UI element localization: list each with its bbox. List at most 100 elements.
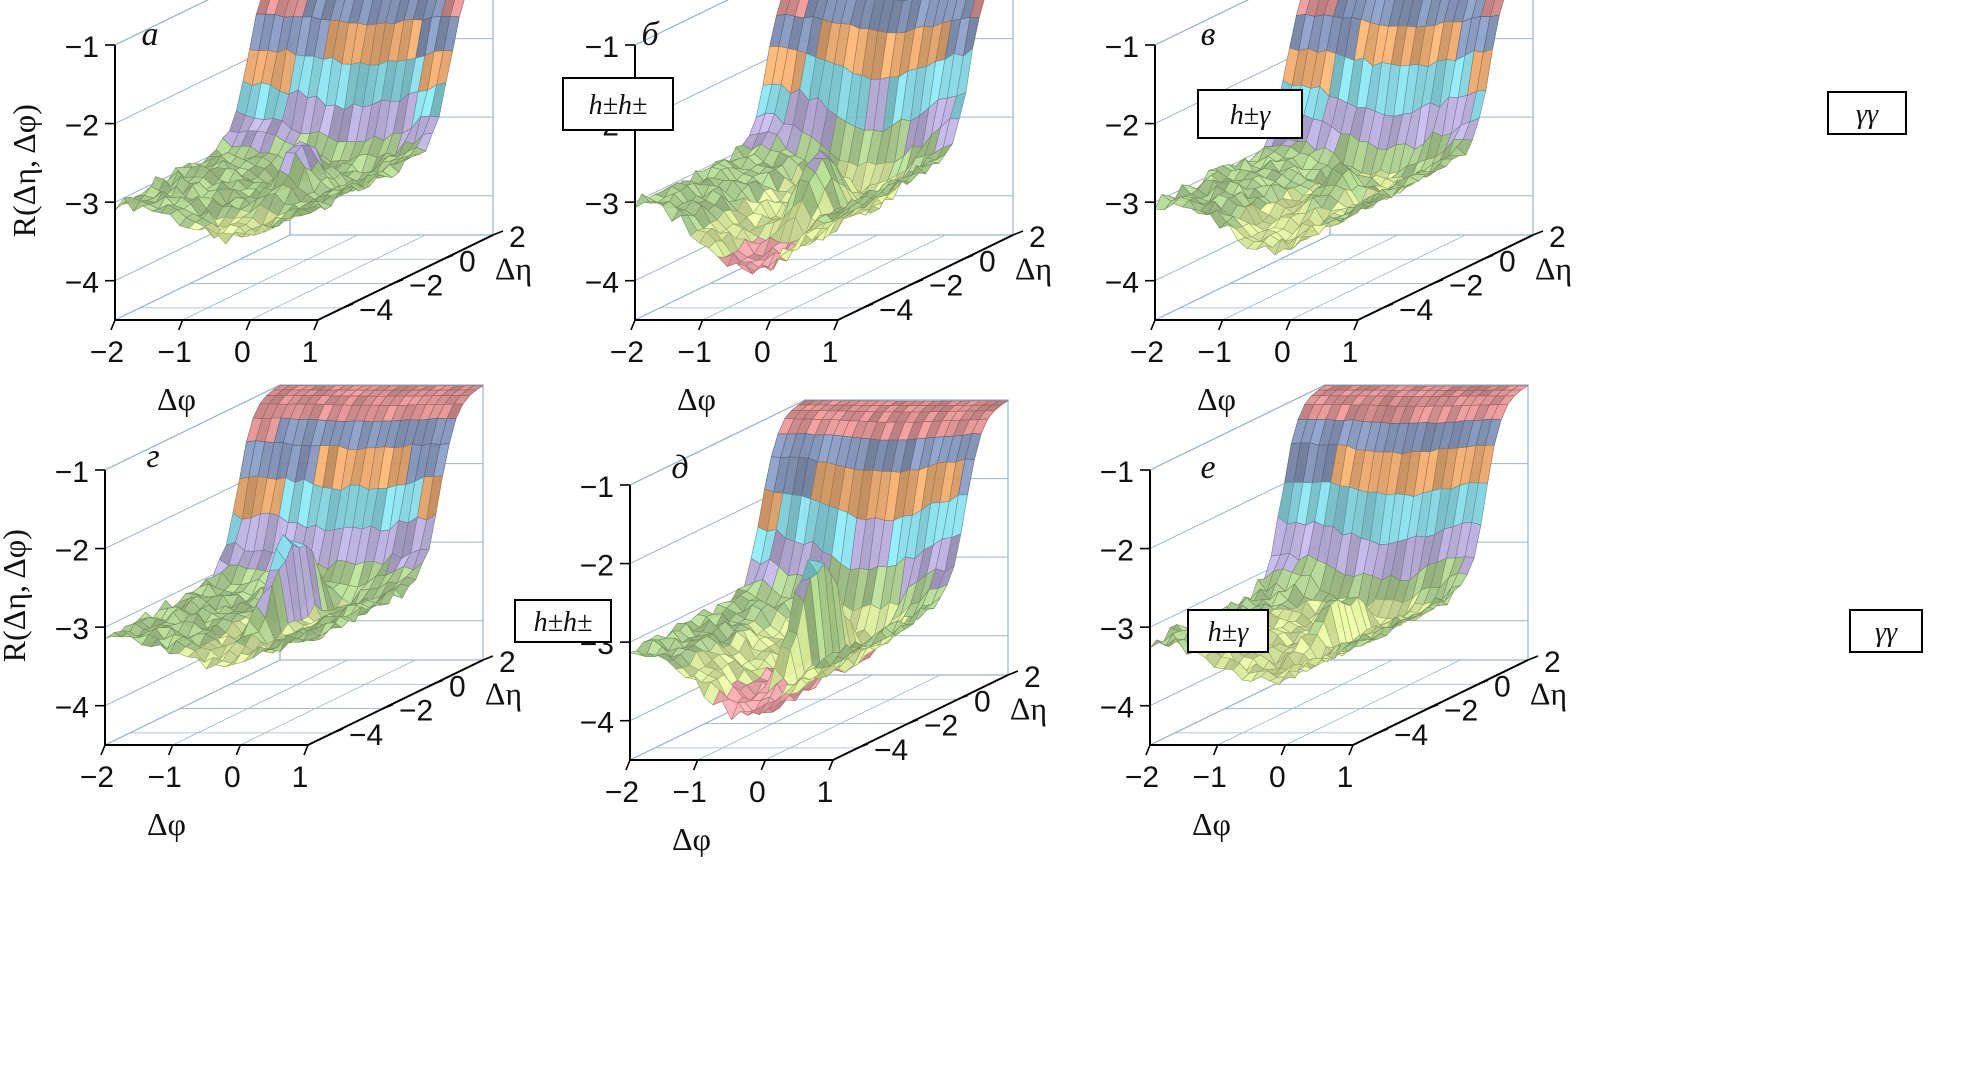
x-tick-label: 1 <box>302 336 319 369</box>
phi-gridline <box>104 659 281 746</box>
z-tick-label: −3 <box>1100 613 1134 646</box>
x-tick <box>760 759 767 771</box>
z-gridline <box>1154 0 1249 46</box>
x-tick <box>1353 319 1359 331</box>
z-tick-label: −4 <box>580 707 614 740</box>
phi-gridline <box>1217 659 1393 746</box>
surface-cell <box>823 652 841 667</box>
x-tick <box>245 319 252 331</box>
surface <box>1149 385 1530 686</box>
y-tick <box>1427 703 1439 710</box>
x-tick <box>235 744 242 756</box>
phi-gridline <box>1285 659 1461 746</box>
y-tick-label: −2 <box>1444 695 1478 728</box>
y-tick-label: 2 <box>1029 221 1046 254</box>
y-tick <box>382 703 394 710</box>
y-tick <box>962 254 974 261</box>
y-tick-label: 0 <box>974 685 991 718</box>
y-tick <box>1532 230 1544 236</box>
x-tick-label: −1 <box>148 761 182 794</box>
y-tick-label: 0 <box>1494 670 1511 703</box>
z-tick-label: −3 <box>65 188 99 221</box>
panel-letter: д <box>671 449 688 486</box>
x-tick-label: 1 <box>1342 336 1359 369</box>
y-tick-label: 0 <box>979 245 996 278</box>
y-axis-label: Δη <box>1535 251 1572 287</box>
x-tick-label: 0 <box>749 776 766 809</box>
x-axis-label: Δφ <box>147 806 186 842</box>
x-tick <box>110 319 116 331</box>
x-axis-label: Δφ <box>1192 806 1231 842</box>
y-tick <box>482 655 494 661</box>
x-tick <box>765 319 772 331</box>
y-tick <box>907 718 919 725</box>
panel-letter: г <box>146 438 159 475</box>
x-tick-label: −2 <box>1125 761 1159 794</box>
x-tick <box>313 319 319 331</box>
phi-gridline <box>770 234 946 321</box>
x-tick <box>100 744 106 756</box>
x-tick-label: 0 <box>754 336 771 369</box>
surface-cell <box>298 638 315 643</box>
legend-label: γγ <box>1856 99 1879 130</box>
x-tick <box>1285 319 1292 331</box>
panel-letter: в <box>1201 16 1216 53</box>
y-tick-label: 2 <box>509 221 526 254</box>
x-tick <box>177 319 184 331</box>
phi-gridline <box>114 234 291 321</box>
x-tick-label: −2 <box>90 336 124 369</box>
z-tick-label: −4 <box>55 692 89 725</box>
x-tick <box>828 759 834 771</box>
phi-gridline <box>250 234 426 321</box>
x-axis-label: Δφ <box>672 821 711 857</box>
y-tick <box>342 303 354 309</box>
z-tick-label: −1 <box>65 31 99 64</box>
surface-cell <box>828 207 845 215</box>
x-tick <box>697 319 704 331</box>
legend-box <box>562 77 674 131</box>
x-tick-label: 0 <box>224 761 241 794</box>
phi-gridline <box>1290 234 1466 321</box>
y-tick-label: −4 <box>349 719 383 752</box>
x-tick <box>167 744 174 756</box>
phi-gridline <box>1222 234 1398 321</box>
z-tick-label: −4 <box>1105 267 1139 300</box>
surface <box>634 0 985 275</box>
y-axis-label: Δη <box>495 251 532 287</box>
y-tick-label: −4 <box>1394 719 1428 752</box>
legend-box <box>1849 609 1923 653</box>
surface <box>629 400 1010 721</box>
x-axis-label: Δφ <box>1197 381 1236 417</box>
x-tick <box>1150 319 1156 331</box>
x-tick-label: −1 <box>1198 336 1232 369</box>
surface <box>104 385 485 670</box>
y-tick-label: 0 <box>1499 245 1516 278</box>
phi-gridline <box>697 674 873 761</box>
z-tick-label: −2 <box>580 550 614 583</box>
y-axis-label: Δη <box>1015 251 1052 287</box>
x-tick-label: −2 <box>605 776 639 809</box>
x-tick-label: −1 <box>678 336 712 369</box>
panel-letter: е <box>1200 449 1215 486</box>
y-axis-label: Δη <box>485 676 522 712</box>
y-tick <box>492 230 504 236</box>
x-tick <box>625 759 631 771</box>
z-tick-label: −2 <box>1100 535 1134 568</box>
surface-cell <box>1343 638 1360 649</box>
x-tick-label: 1 <box>817 776 834 809</box>
x-tick-label: 0 <box>234 336 251 369</box>
z-tick-label: −2 <box>65 110 99 143</box>
phi-gridline <box>765 674 941 761</box>
y-tick <box>1377 728 1389 734</box>
y-tick <box>432 679 444 686</box>
y-tick <box>1482 254 1494 261</box>
x-tick-label: 1 <box>1337 761 1354 794</box>
y-tick-label: −2 <box>929 270 963 303</box>
z-tick-label: −1 <box>1105 31 1139 64</box>
z-tick-label: −4 <box>585 267 619 300</box>
